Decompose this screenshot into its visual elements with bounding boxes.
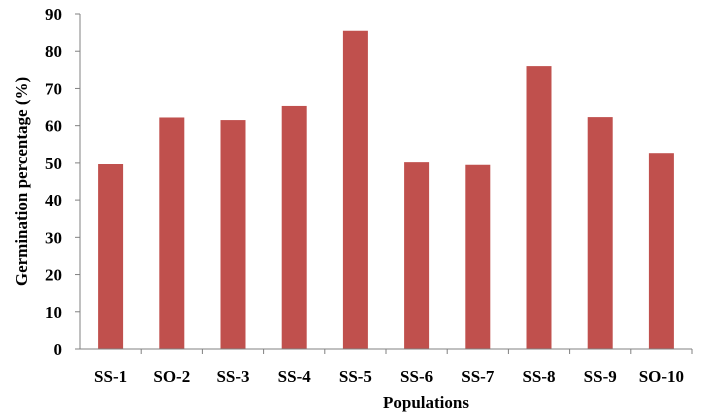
x-tick-label-so-2: SO-2 xyxy=(153,367,190,386)
x-tick-label-ss-8: SS-8 xyxy=(522,367,555,386)
x-tick-label-ss-5: SS-5 xyxy=(339,367,372,386)
y-tick-label-60: 60 xyxy=(45,117,62,136)
y-tick-label-70: 70 xyxy=(45,79,62,98)
x-tick-label-ss-9: SS-9 xyxy=(584,367,617,386)
y-axis-title: Germination percentage (%) xyxy=(12,77,31,286)
bar-ss-1 xyxy=(98,164,124,349)
y-tick-label-20: 20 xyxy=(45,266,62,285)
y-tick-label-80: 80 xyxy=(45,42,62,61)
x-tick-label-ss-7: SS-7 xyxy=(461,367,495,386)
x-tick-label-so-10: SO-10 xyxy=(639,367,684,386)
bar-ss-9 xyxy=(587,117,613,349)
x-tick-label-ss-1: SS-1 xyxy=(94,367,127,386)
y-tick-label-90: 90 xyxy=(45,5,62,24)
bar-ss-3 xyxy=(220,120,246,349)
x-tick-label-ss-3: SS-3 xyxy=(216,367,249,386)
y-tick-label-0: 0 xyxy=(54,340,63,359)
x-axis-title: Populations xyxy=(383,393,469,412)
bar-ss-5 xyxy=(342,30,368,349)
bar-ss-4 xyxy=(281,105,307,349)
bar-so-10 xyxy=(648,153,674,349)
y-tick-label-10: 10 xyxy=(45,303,62,322)
bar-ss-6 xyxy=(404,162,430,349)
x-tick-label-ss-4: SS-4 xyxy=(278,367,312,386)
y-axis-ticks: 0 10 20 30 40 50 60 70 80 90 xyxy=(45,5,80,359)
x-axis-ticks: SS-1 SO-2 SS-3 SS-4 SS-5 SS-6 SS-7 SS-8 SS-9 SO-1… xyxy=(94,349,693,386)
y-tick-label-50: 50 xyxy=(45,154,62,173)
x-tick-label-ss-6: SS-6 xyxy=(400,367,433,386)
bar-so-2 xyxy=(159,117,185,349)
y-tick-label-30: 30 xyxy=(45,228,62,247)
bars-group xyxy=(98,30,674,349)
bar-ss-8 xyxy=(526,66,552,349)
bar-ss-7 xyxy=(465,164,491,349)
y-tick-label-40: 40 xyxy=(45,191,62,210)
